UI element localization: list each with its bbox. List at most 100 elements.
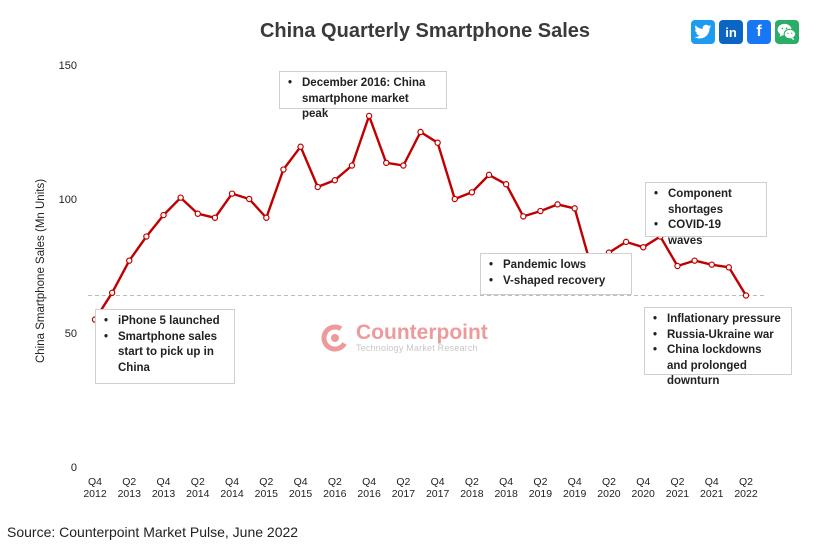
data-point: [245, 195, 253, 203]
data-point: [400, 162, 407, 169]
annotation-pandemic: Pandemic lows V-shaped recovery: [480, 253, 632, 295]
data-point: [537, 207, 544, 215]
data-point: [160, 211, 167, 219]
y-tick-label: 0: [71, 462, 77, 474]
annotation-component-shortages: Component shortages COVID-19 waves: [645, 182, 767, 247]
x-tick-year: 2021: [666, 488, 690, 500]
x-tick-year: 2019: [529, 488, 553, 500]
x-tick-quarter: Q4: [362, 476, 376, 488]
data-point: [194, 210, 201, 217]
data-point: [725, 264, 733, 271]
annotation-bullet: Russia-Ukraine war: [651, 328, 783, 344]
data-point: [520, 213, 527, 220]
annotation-bullet: iPhone 5 launched: [102, 314, 226, 330]
x-tick-quarter: Q2: [259, 476, 273, 488]
x-tick-year: 2014: [186, 488, 210, 500]
data-point: [571, 205, 578, 212]
data-point: [314, 183, 321, 191]
x-tick-quarter: Q4: [431, 476, 445, 488]
annotation-bullet: Component shortages: [652, 187, 758, 218]
watermark-subtitle: Technology Market Research: [356, 343, 478, 353]
x-tick-quarter: Q4: [88, 476, 102, 488]
data-point: [691, 257, 698, 264]
y-tick-label: 100: [59, 194, 77, 206]
data-point: [348, 162, 356, 169]
x-tick-year: 2015: [289, 488, 313, 500]
x-tick-year: 2016: [357, 488, 381, 500]
social-share-bar: in f: [691, 20, 799, 44]
wechat-icon[interactable]: [775, 20, 799, 44]
counterpoint-watermark: Counterpoint Technology Market Research: [320, 322, 488, 353]
data-point: [211, 214, 219, 221]
y-tick-label: 150: [59, 60, 77, 72]
annotation-bullet: V-shaped recovery: [487, 274, 623, 290]
x-tick-quarter: Q4: [499, 476, 513, 488]
x-tick-year: 2014: [220, 488, 244, 500]
x-tick-year: 2013: [152, 488, 176, 500]
data-point: [554, 201, 561, 208]
data-point: [263, 214, 270, 221]
annotation-market-peak: December 2016: China smartphone market p…: [279, 71, 447, 120]
data-point: [331, 177, 339, 184]
annotation-bullet: China lockdowns and prolonged downturn: [651, 343, 783, 390]
x-tick-year: 2017: [426, 488, 450, 500]
data-point: [485, 171, 493, 179]
data-point: [280, 166, 287, 173]
data-point: [108, 289, 116, 296]
x-tick-quarter: Q4: [636, 476, 650, 488]
x-tick-quarter: Q4: [568, 476, 582, 488]
x-tick-quarter: Q4: [294, 476, 308, 488]
data-point: [468, 189, 476, 196]
data-point: [177, 194, 184, 201]
x-tick-quarter: Q2: [396, 476, 410, 488]
annotation-bullet: Smartphone sales start to pick up in Chi…: [102, 330, 226, 377]
counterpoint-logo-icon: [321, 324, 349, 351]
x-tick-quarter: Q2: [465, 476, 479, 488]
x-tick-year: 2018: [494, 488, 518, 500]
x-tick-year: 2017: [392, 488, 416, 500]
x-tick-year: 2022: [734, 488, 758, 500]
x-tick-year: 2021: [700, 488, 724, 500]
data-point: [640, 244, 647, 251]
data-point: [674, 262, 681, 270]
chart-title: China Quarterly Smartphone Sales: [259, 20, 591, 42]
data-point: [708, 261, 715, 268]
data-point: [126, 257, 133, 264]
annotation-bullet: Inflationary pressure: [651, 312, 783, 328]
twitter-icon[interactable]: [691, 20, 715, 44]
data-point: [742, 292, 750, 299]
data-point: [451, 195, 458, 203]
x-tick-year: 2020: [597, 488, 621, 500]
data-point: [383, 159, 390, 167]
annotation-bullet: Pandemic lows: [487, 258, 623, 274]
x-tick-quarter: Q2: [533, 476, 547, 488]
linkedin-icon[interactable]: in: [719, 20, 743, 44]
x-tick-quarter: Q4: [705, 476, 719, 488]
data-point: [502, 181, 510, 188]
source-note: Source: Counterpoint Market Pulse, June …: [7, 524, 299, 540]
x-tick-quarter: Q2: [122, 476, 136, 488]
x-tick-quarter: Q2: [328, 476, 342, 488]
annotation-inflation: Inflationary pressure Russia-Ukraine war…: [644, 307, 792, 387]
x-tick-year: 2015: [255, 488, 279, 500]
x-tick-quarter: Q4: [225, 476, 239, 488]
data-point: [434, 139, 441, 146]
x-tick-year: 2013: [118, 488, 142, 500]
x-tick-year: 2020: [632, 488, 656, 500]
data-point: [228, 190, 236, 197]
x-tick-quarter: Q2: [602, 476, 616, 488]
x-tick-quarter: Q2: [739, 476, 753, 488]
data-point: [417, 128, 424, 136]
x-tick-year: 2012: [83, 488, 107, 500]
annotation-bullet: December 2016: China smartphone market p…: [286, 76, 438, 123]
data-point: [143, 233, 150, 240]
facebook-icon[interactable]: f: [747, 20, 771, 44]
annotation-bullet: COVID-19 waves: [652, 218, 758, 249]
watermark-name: Counterpoint: [356, 321, 488, 344]
x-tick-year: 2016: [323, 488, 347, 500]
x-tick-quarter: Q2: [670, 476, 684, 488]
x-tick-year: 2019: [563, 488, 587, 500]
x-tick-quarter: Q2: [191, 476, 205, 488]
data-point: [297, 143, 304, 150]
